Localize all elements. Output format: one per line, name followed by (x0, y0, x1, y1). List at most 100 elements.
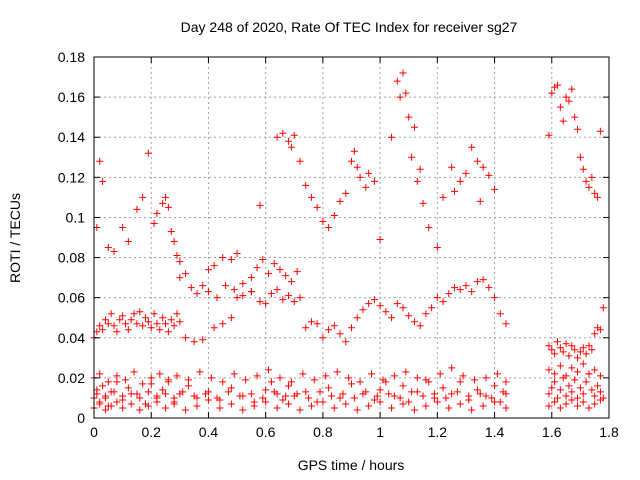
axis-ticks: 0 0.2 0.4 0.6 0.8 1 1.2 1.4 1.6 1.8 0 0.02 0.04 0.06 0… (58, 49, 619, 440)
data-point (124, 238, 132, 246)
data-point (468, 288, 476, 296)
data-point (124, 326, 132, 334)
data-point (465, 392, 473, 400)
data-point (319, 217, 327, 225)
data-point (579, 390, 587, 398)
data-point (190, 392, 198, 400)
data-point (173, 372, 181, 380)
data-point (390, 372, 398, 380)
data-point (133, 320, 141, 328)
data-point (279, 396, 287, 404)
data-point (568, 342, 576, 350)
data-point (176, 258, 184, 266)
data-point (502, 404, 510, 412)
data-point (585, 370, 593, 378)
data-point (548, 89, 556, 97)
data-point (296, 157, 304, 165)
data-point (462, 282, 470, 290)
data-point (365, 402, 373, 410)
data-point (270, 260, 278, 268)
data-point (396, 394, 404, 402)
data-point (385, 390, 393, 398)
data-point (162, 390, 170, 398)
data-point (176, 318, 184, 326)
data-point (193, 402, 201, 410)
data-point (210, 262, 218, 270)
data-point (545, 390, 553, 398)
data-point (479, 402, 487, 410)
data-point (562, 400, 570, 408)
data-point (101, 316, 109, 324)
data-point (259, 394, 267, 402)
data-point (588, 173, 596, 181)
data-point (576, 348, 584, 356)
data-point (585, 404, 593, 412)
data-point (325, 384, 333, 392)
data-point (313, 203, 321, 211)
data-point (219, 378, 227, 386)
data-point (430, 390, 438, 398)
data-point (413, 177, 421, 185)
data-point (302, 388, 310, 396)
data-point (405, 312, 413, 320)
data-point (113, 378, 121, 386)
data-point (482, 374, 490, 382)
data-point (551, 350, 559, 358)
data-point (139, 193, 147, 201)
data-point (445, 404, 453, 412)
data-point (224, 388, 232, 396)
data-point (204, 266, 212, 274)
data-point (293, 390, 301, 398)
data-point (571, 346, 579, 354)
data-point (362, 388, 370, 396)
data-point (576, 153, 584, 161)
data-point (425, 223, 433, 231)
data-point (253, 372, 261, 380)
data-point (568, 388, 576, 396)
data-point (199, 336, 207, 344)
data-point (167, 316, 175, 324)
data-point (582, 350, 590, 358)
data-point (565, 352, 573, 360)
y-tick-label: 0.04 (58, 330, 85, 346)
data-point (124, 384, 132, 392)
data-points (90, 69, 607, 414)
data-point (571, 113, 579, 121)
data-point (370, 177, 378, 185)
data-point (368, 370, 376, 378)
data-point (330, 211, 338, 219)
data-point (265, 270, 273, 278)
data-point (491, 382, 499, 390)
y-tick-label: 0.1 (66, 209, 86, 225)
data-point (342, 189, 350, 197)
data-point (596, 127, 604, 135)
data-point (199, 282, 207, 290)
data-point (227, 384, 235, 392)
data-point (473, 386, 481, 394)
data-point (496, 310, 504, 318)
data-point (468, 406, 476, 414)
data-point (279, 296, 287, 304)
data-point (210, 324, 218, 332)
data-point (571, 376, 579, 384)
data-point (359, 306, 367, 314)
data-point (439, 193, 447, 201)
data-point (551, 378, 559, 386)
data-point (488, 394, 496, 402)
data-point (204, 396, 212, 404)
data-point (410, 318, 418, 326)
data-point (101, 394, 109, 402)
data-point (207, 374, 215, 382)
data-point (556, 362, 564, 370)
data-point (579, 398, 587, 406)
data-point (239, 292, 247, 300)
data-point (293, 268, 301, 276)
data-point (99, 382, 107, 390)
data-point (96, 157, 104, 165)
data-point (554, 81, 561, 89)
x-tick-label: 0.8 (313, 424, 333, 440)
data-point (559, 348, 567, 356)
data-point (439, 298, 447, 306)
data-point (110, 388, 118, 396)
data-point (574, 368, 582, 376)
